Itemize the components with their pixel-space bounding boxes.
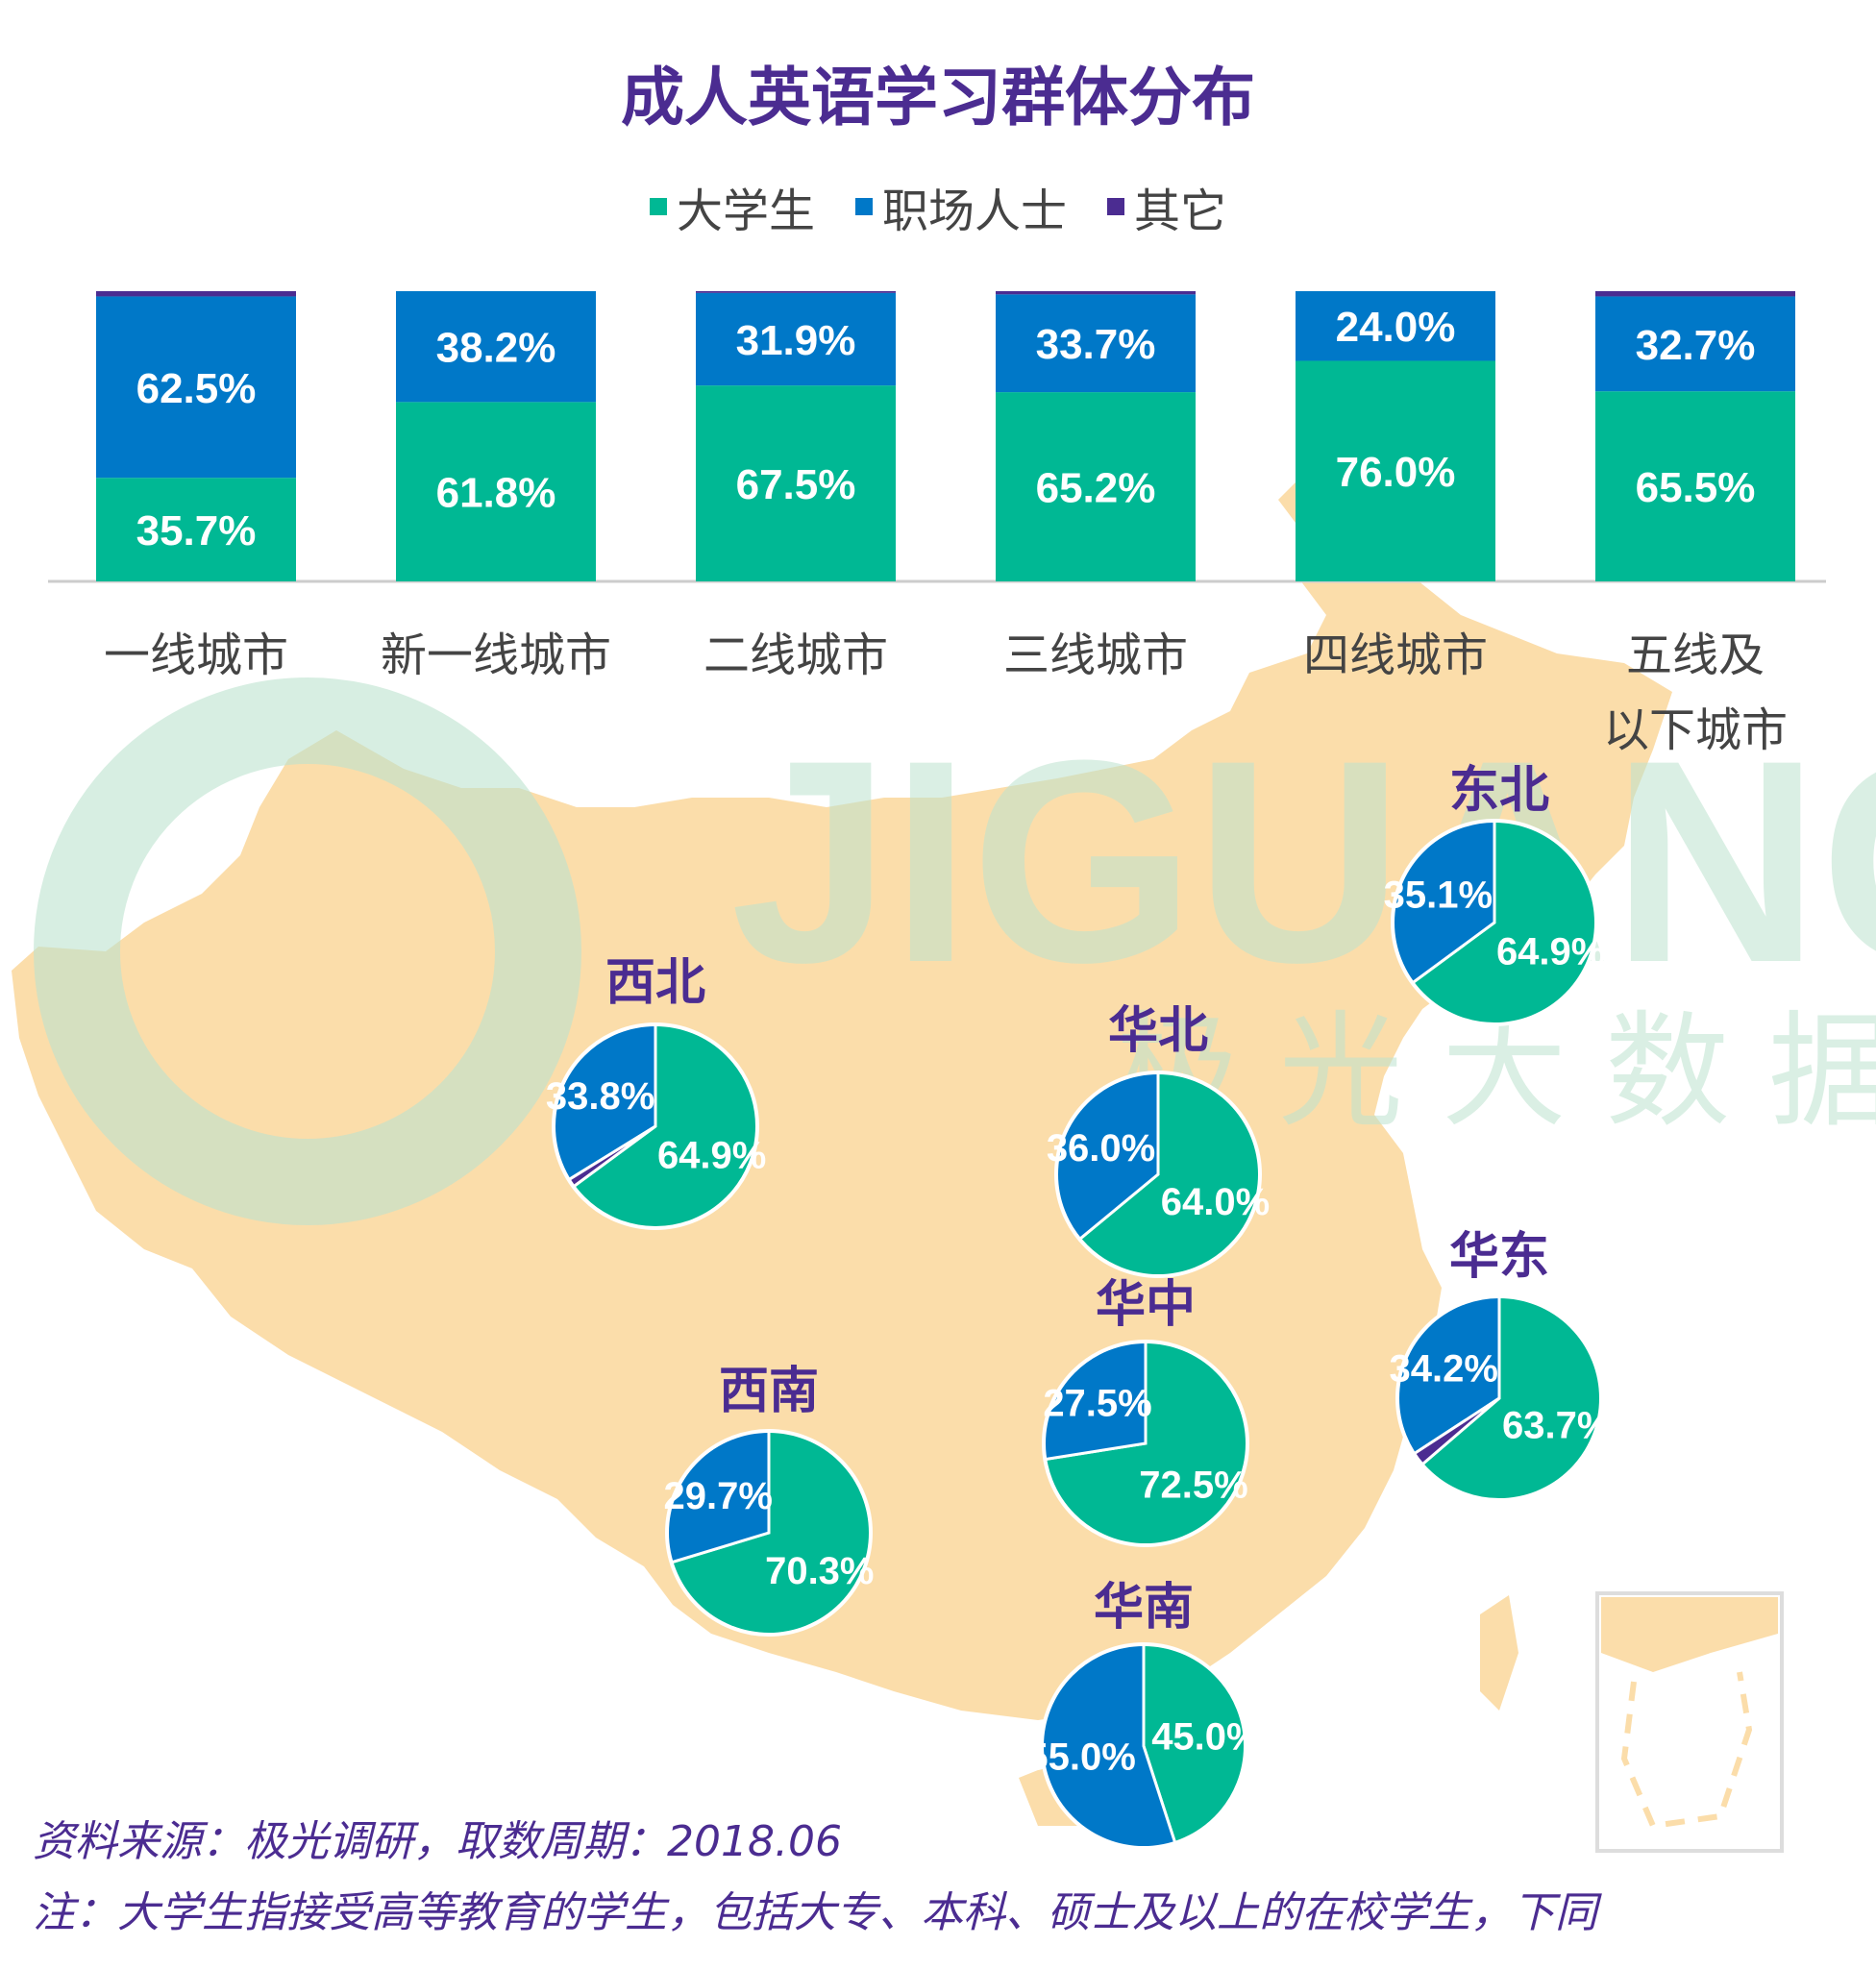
watermark-logo-ring (34, 677, 581, 1225)
bar-chart: 35.7% 62.5% 一线城市 61.8% 38.2% 新一线城市 67.5% 31.9% 二… (96, 291, 1795, 757)
page-title: 成人英语学习群体分布 (621, 61, 1255, 135)
legend-swatch-professional (854, 198, 873, 215)
bar-professional-3 (996, 294, 1196, 393)
legend-label-other: 其它 (1134, 185, 1227, 238)
bar-label-student-5: 65.5% (1636, 464, 1756, 511)
pie-region-title-5: 西南 (719, 1363, 819, 1420)
footer: 资料来源：极光调研，取数周期：2018.06 注：大学生指接受高等教育的学生，包… (33, 1807, 1597, 1949)
taiwan-island-shape (1480, 1595, 1518, 1711)
pie-outline-1 (552, 1022, 759, 1230)
bar-student-4 (1296, 360, 1495, 581)
bar-label-student-0: 35.7% (136, 507, 257, 554)
bar-label-student-4: 76.0% (1336, 449, 1456, 496)
category-label-2: 二线城市 (704, 628, 888, 682)
pie-label-student-3: 63.7% (1502, 1404, 1611, 1446)
bar-label-student-3: 65.2% (1036, 465, 1156, 512)
pie-outline-0 (1391, 819, 1598, 1026)
bar-student-2 (696, 385, 896, 581)
bar-student-3 (996, 392, 1196, 581)
pie-region-title-3: 华东 (1449, 1228, 1549, 1286)
bar-label-student-2: 67.5% (736, 461, 856, 508)
legend-swatch-student (649, 198, 667, 215)
bar-label-professional-2: 31.9% (736, 317, 856, 364)
bar-professional-0 (96, 296, 296, 479)
category-label-1: 新一线城市 (381, 628, 611, 682)
bar-label-student-1: 61.8% (436, 470, 556, 517)
bar-professional-5 (1595, 296, 1795, 392)
category-label-0: 一线城市 (104, 628, 288, 682)
pie-label-student-1: 64.9% (657, 1135, 766, 1177)
pie-region-title-6: 华南 (1094, 1579, 1194, 1637)
pie-label-student-0: 64.9% (1496, 931, 1605, 973)
bar-other-0 (96, 291, 296, 297)
watermark-brand-text: JIGUANG (730, 700, 1876, 1022)
pie-outline-4 (1042, 1340, 1249, 1547)
bar-label-professional-0: 62.5% (136, 365, 257, 412)
pie-outline-2 (1054, 1071, 1262, 1278)
pie-outline-3 (1395, 1294, 1603, 1502)
pie-region-title-4: 华中 (1096, 1276, 1196, 1334)
bar-other-2 (696, 291, 896, 293)
pie-outline-5 (665, 1429, 873, 1637)
category-label-5: 五线及以下城市 (1603, 628, 1788, 757)
bar-student-0 (96, 478, 296, 581)
bar-student-1 (396, 402, 596, 581)
legend-item-student: 大学生 (649, 173, 815, 240)
watermark: JIGUANG 极光大数据 (34, 677, 1876, 1225)
pie-charts: 东北64.9%35.1%西北64.9%33.8%华北64.0%36.0%华东63… (546, 762, 1611, 1850)
bar-label-professional-4: 24.0% (1336, 304, 1456, 351)
category-label-4: 四线城市 (1303, 628, 1488, 682)
legend-label-professional: 职场人士 (881, 185, 1067, 238)
bar-label-professional-5: 32.7% (1636, 322, 1756, 369)
pie-region-title-1: 西北 (605, 954, 705, 1012)
definition-note: 注：大学生指接受高等教育的学生，包括大专、本科、硕士及以上的在校学生，下同 (33, 1888, 1597, 1937)
legend-label-student: 大学生 (676, 185, 815, 238)
bar-label-professional-3: 33.7% (1036, 321, 1156, 368)
source-note: 资料来源：极光调研，取数周期：2018.06 (33, 1817, 842, 1866)
bar-student-5 (1595, 391, 1795, 581)
pie-region-title-0: 东北 (1449, 762, 1549, 820)
pie-outline-6 (1040, 1642, 1247, 1850)
pie-label-student-2: 64.0% (1161, 1181, 1270, 1223)
bar-professional-4 (1296, 291, 1495, 361)
pie-region-title-2: 华北 (1108, 1002, 1208, 1060)
legend-swatch-other (1107, 198, 1124, 215)
bar-label-professional-1: 38.2% (436, 325, 556, 372)
bar-professional-1 (396, 291, 596, 403)
bar-other-3 (996, 291, 1196, 295)
legend: 大学生 职场人士 其它 (0, 173, 1876, 240)
bar-other-5 (1595, 291, 1795, 297)
category-label-3: 三线城市 (1003, 628, 1188, 682)
bar-professional-2 (696, 292, 896, 386)
inset-coast-shape (1601, 1597, 1778, 1672)
legend-item-other: 其它 (1107, 173, 1226, 240)
legend-item-professional: 职场人士 (854, 173, 1067, 240)
